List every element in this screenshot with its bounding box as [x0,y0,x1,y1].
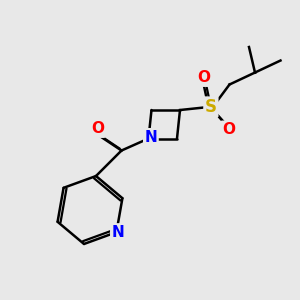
Text: S: S [205,98,217,116]
Text: N: N [145,130,157,145]
Text: O: O [91,122,104,136]
Text: O: O [222,122,235,137]
Text: O: O [197,70,211,86]
Text: N: N [112,225,124,240]
